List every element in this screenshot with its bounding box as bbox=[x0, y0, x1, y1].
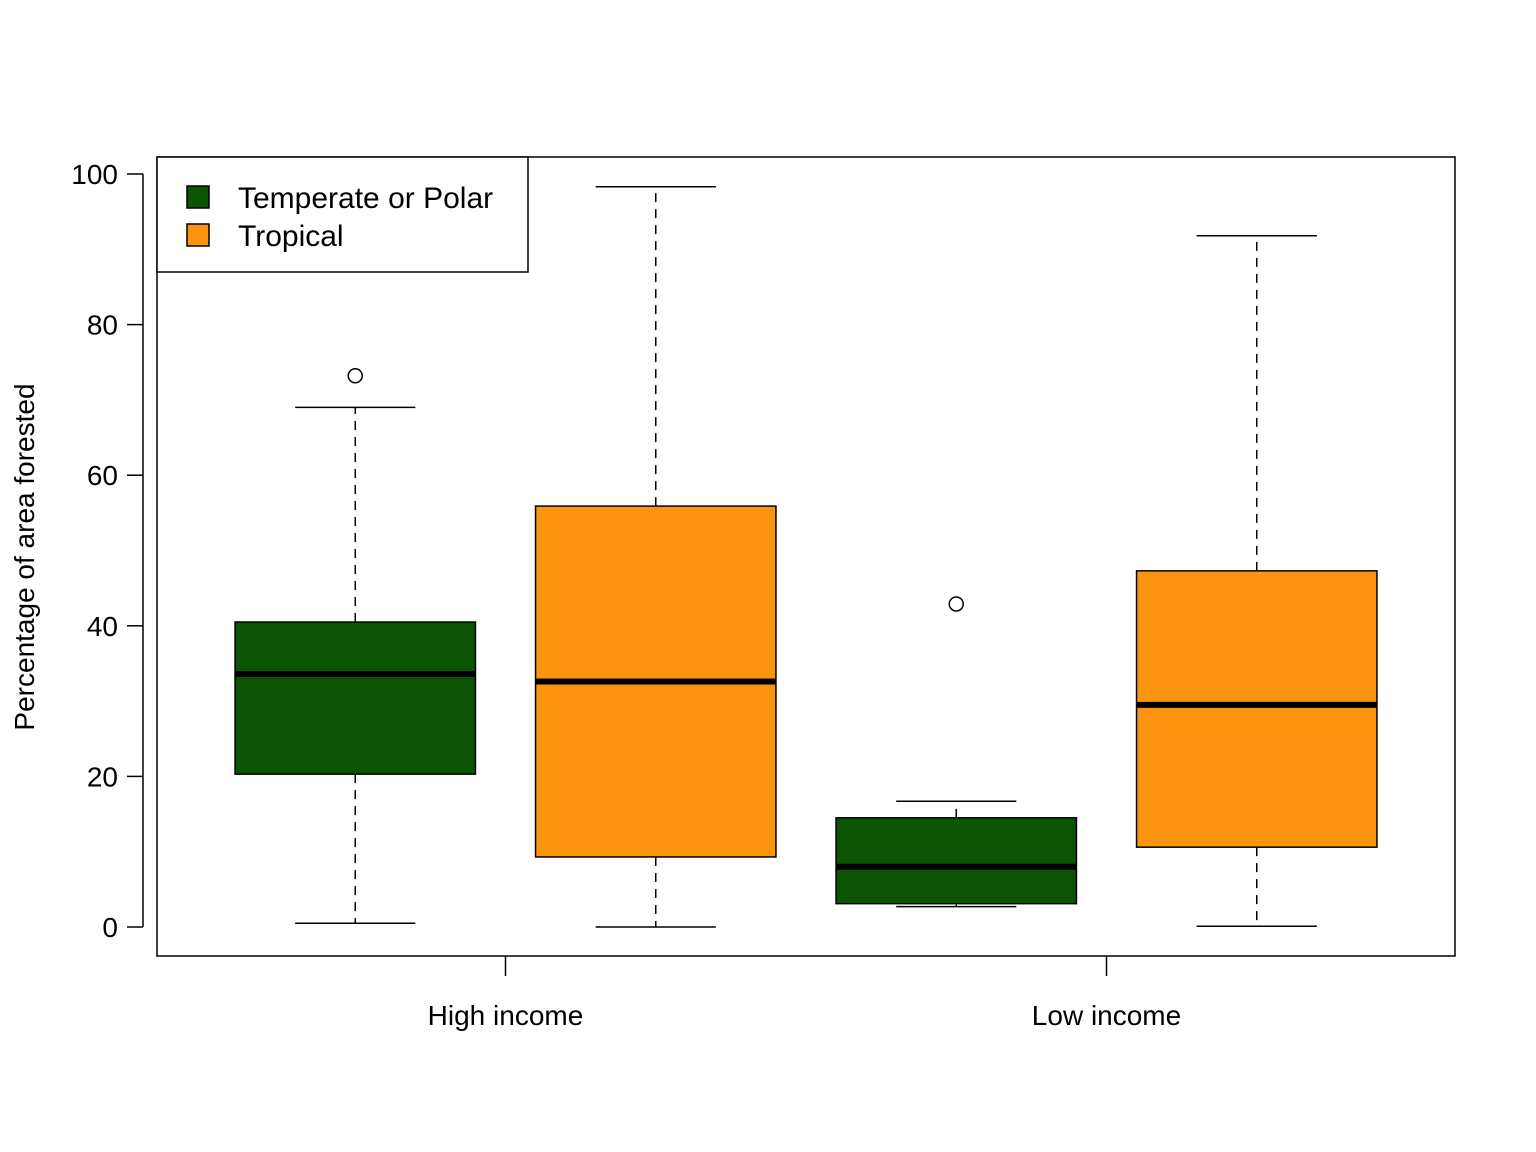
legend: Temperate or Polar Tropical bbox=[157, 157, 528, 272]
legend-swatch bbox=[187, 224, 209, 246]
box-iqr bbox=[836, 818, 1076, 904]
y-tick-label: 80 bbox=[87, 310, 118, 341]
y-tick-label: 100 bbox=[71, 159, 118, 190]
x-tick-label: Low income bbox=[1032, 1000, 1181, 1031]
box-iqr bbox=[1137, 571, 1377, 847]
legend-swatch bbox=[187, 186, 209, 208]
y-axis-title: Percentage of area forested bbox=[9, 383, 40, 730]
x-tick-label: High income bbox=[428, 1000, 584, 1031]
y-tick-label: 20 bbox=[87, 761, 118, 792]
y-tick-label: 60 bbox=[87, 460, 118, 491]
y-tick-label: 0 bbox=[102, 912, 118, 943]
box-iqr bbox=[235, 622, 475, 774]
legend-label: Tropical bbox=[238, 220, 344, 253]
legend-label: Temperate or Polar bbox=[238, 182, 493, 215]
y-tick-label: 40 bbox=[87, 611, 118, 642]
